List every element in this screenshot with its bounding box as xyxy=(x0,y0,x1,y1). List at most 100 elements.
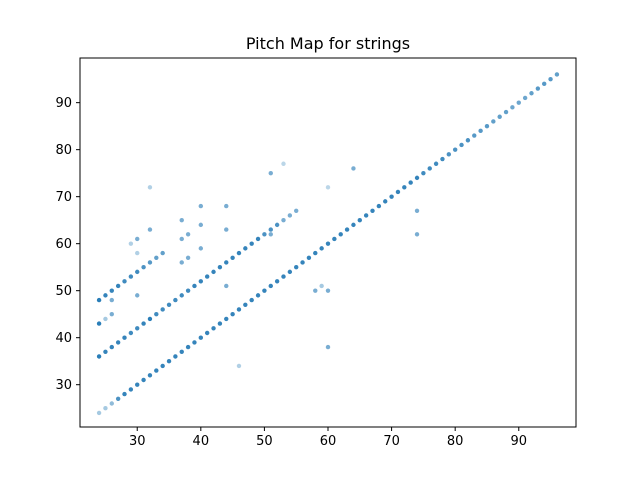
data-point xyxy=(446,152,452,157)
data-point xyxy=(300,260,305,265)
data-point xyxy=(357,217,362,223)
data-point xyxy=(204,330,210,336)
data-point xyxy=(554,72,560,77)
data-point xyxy=(421,170,426,176)
data-point xyxy=(96,410,102,416)
data-point xyxy=(179,349,184,354)
data-point xyxy=(160,250,165,256)
data-point xyxy=(548,76,553,82)
data-point xyxy=(243,302,248,307)
data-point xyxy=(185,232,191,237)
data-point xyxy=(351,222,356,228)
data-point xyxy=(268,170,273,176)
x-tick-label: 90 xyxy=(510,434,527,449)
data-point xyxy=(414,232,420,237)
data-point xyxy=(452,147,458,152)
data-point xyxy=(249,241,254,246)
data-point xyxy=(103,406,108,411)
data-point xyxy=(262,288,267,293)
data-point xyxy=(122,335,127,340)
data-point xyxy=(224,283,229,289)
data-point xyxy=(135,250,140,256)
data-point xyxy=(325,241,331,246)
data-point xyxy=(230,255,235,260)
data-point xyxy=(185,255,191,260)
data-point xyxy=(478,128,483,134)
chart-title: Pitch Map for strings xyxy=(246,34,410,53)
data-point xyxy=(198,203,204,209)
data-point xyxy=(160,307,165,312)
data-point xyxy=(249,297,254,303)
data-point xyxy=(128,330,134,336)
data-point xyxy=(376,203,382,209)
data-point xyxy=(363,213,369,218)
data-point xyxy=(236,250,242,256)
data-point xyxy=(224,260,229,265)
data-point xyxy=(230,311,235,317)
data-point xyxy=(262,232,267,237)
data-point xyxy=(217,321,223,326)
data-point xyxy=(109,311,114,317)
data-point xyxy=(313,288,318,293)
data-point xyxy=(338,232,343,237)
y-tick-label: 30 xyxy=(55,378,72,393)
data-point xyxy=(179,236,184,242)
data-point xyxy=(128,387,134,392)
data-point xyxy=(351,166,356,171)
data-point xyxy=(179,293,184,298)
data-point xyxy=(185,288,191,293)
data-point xyxy=(319,246,324,251)
data-point xyxy=(128,274,134,279)
data-point xyxy=(383,199,388,204)
y-tick-label: 60 xyxy=(55,237,72,252)
data-point xyxy=(535,86,541,91)
data-point xyxy=(255,236,261,242)
data-point xyxy=(198,279,204,284)
x-tick-label: 30 xyxy=(129,434,146,449)
data-point xyxy=(96,297,102,303)
data-point xyxy=(154,255,159,260)
data-point xyxy=(96,321,102,326)
data-point xyxy=(147,185,153,190)
data-point xyxy=(395,189,401,195)
data-point xyxy=(325,185,331,190)
data-point xyxy=(109,401,114,406)
data-point xyxy=(179,260,184,265)
data-point xyxy=(198,246,204,251)
data-point xyxy=(294,208,299,213)
data-point xyxy=(147,316,153,322)
data-point xyxy=(198,222,204,228)
data-point xyxy=(211,269,216,275)
data-point xyxy=(135,326,140,331)
data-point xyxy=(465,138,471,143)
data-point xyxy=(135,236,140,242)
data-point xyxy=(389,194,394,199)
data-point xyxy=(281,161,286,166)
data-point xyxy=(472,133,477,138)
data-point xyxy=(497,114,502,119)
x-tick-label: 50 xyxy=(256,434,273,449)
data-point xyxy=(103,293,108,298)
data-point xyxy=(179,217,184,223)
data-point xyxy=(268,227,273,232)
data-point xyxy=(122,279,127,284)
data-point xyxy=(408,180,413,185)
data-point xyxy=(198,335,204,340)
data-point xyxy=(135,382,140,387)
data-point xyxy=(319,283,324,289)
data-point xyxy=(268,283,273,289)
data-point xyxy=(510,105,515,110)
data-point xyxy=(224,203,229,209)
data-point xyxy=(402,185,407,190)
y-tick-label: 70 xyxy=(55,190,72,205)
data-point xyxy=(135,269,140,275)
data-point xyxy=(325,288,331,293)
data-point xyxy=(370,208,375,213)
x-tick-label: 80 xyxy=(447,434,464,449)
data-point xyxy=(103,349,108,354)
data-point xyxy=(529,91,534,96)
data-point xyxy=(243,246,248,251)
data-point xyxy=(173,354,178,359)
data-point xyxy=(236,307,242,312)
